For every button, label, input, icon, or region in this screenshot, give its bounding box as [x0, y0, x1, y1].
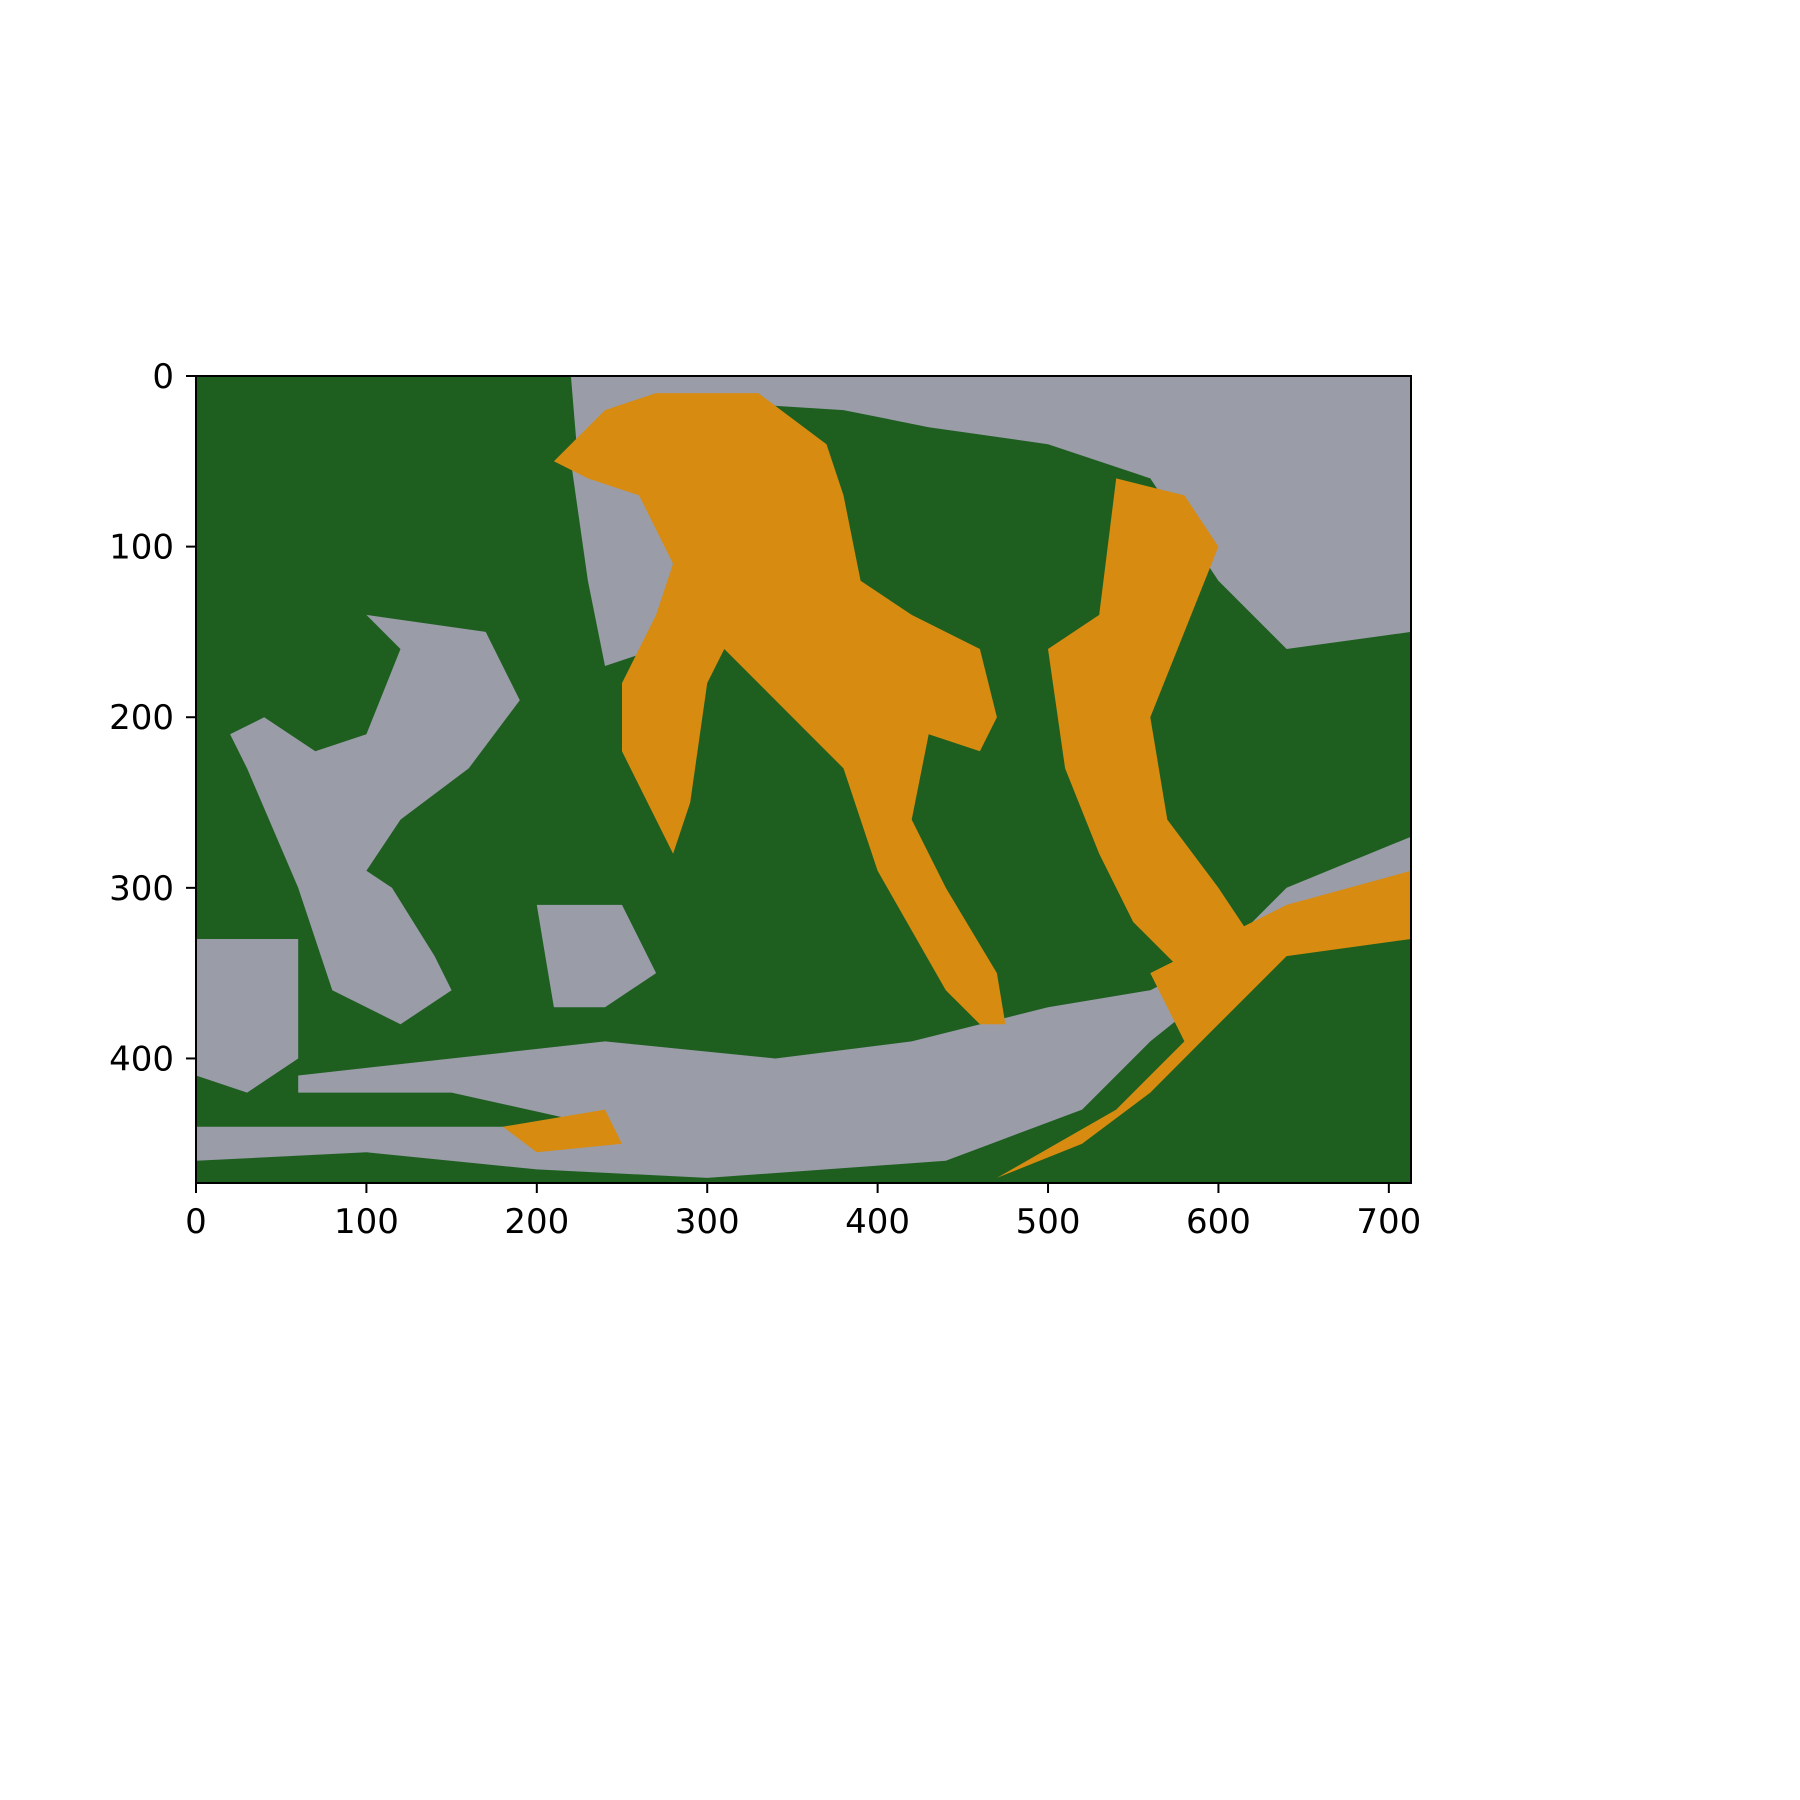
x-tick-label: 300 [675, 1202, 740, 1242]
y-tick-label: 200 [109, 698, 174, 738]
x-tick-label: 500 [1016, 1202, 1081, 1242]
gray-region-6 [536, 904, 657, 1008]
y-axis: 0 100 200 300 400 [109, 357, 196, 1079]
x-tick-label: 200 [504, 1202, 569, 1242]
x-axis: 0 100 200 300 400 500 600 700 [185, 1183, 1421, 1242]
x-tick-label: 100 [334, 1202, 399, 1242]
orange-region-4 [502, 1109, 622, 1153]
x-tick-label: 700 [1356, 1202, 1421, 1242]
orange-region-3 [996, 870, 1411, 1178]
y-tick-label: 100 [109, 528, 174, 568]
gray-region-3 [570, 461, 674, 666]
x-tick-label: 600 [1186, 1202, 1251, 1242]
quantized-image [196, 376, 1411, 1183]
gray-region-2 [230, 614, 520, 1025]
axes-frame [195, 375, 1412, 1184]
x-tick-label: 0 [185, 1202, 207, 1242]
y-tick-label: 400 [109, 1039, 174, 1079]
gray-region-4 [196, 939, 299, 1093]
x-tick-label: 400 [845, 1202, 910, 1242]
y-tick-label: 0 [152, 357, 174, 397]
y-tick-label: 300 [109, 869, 174, 909]
gray-region-1 [570, 376, 1411, 649]
gray-region-5 [196, 836, 1411, 1178]
orange-region-2 [1048, 478, 1253, 974]
orange-region-1 [553, 393, 1006, 1025]
